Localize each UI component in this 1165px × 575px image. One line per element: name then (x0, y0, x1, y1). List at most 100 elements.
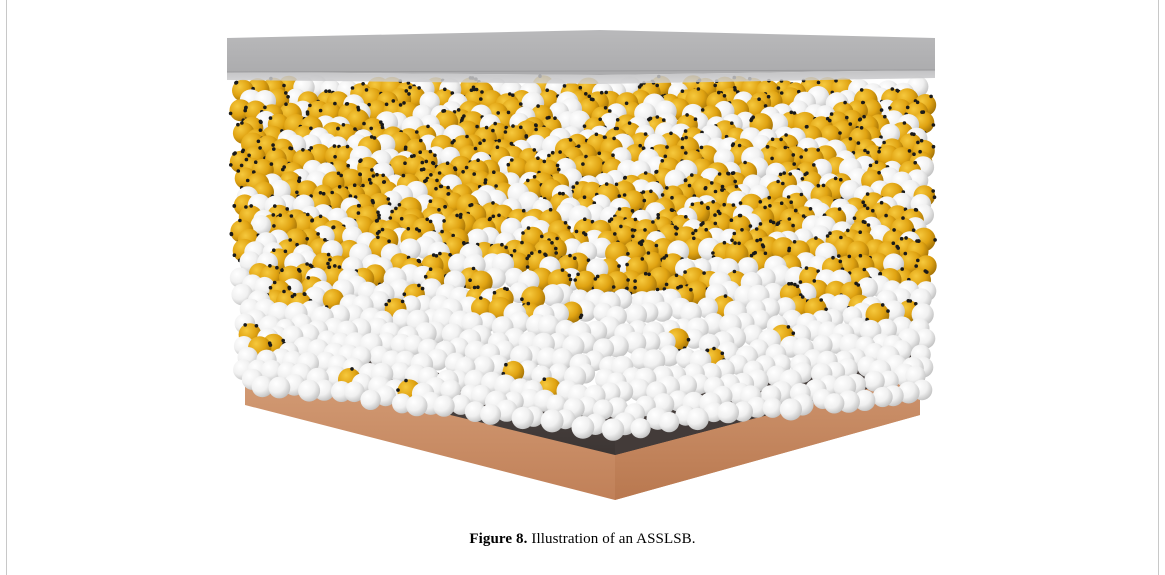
carbon-dot (524, 135, 529, 139)
carbon-dot (599, 90, 604, 95)
carbon-dot (455, 213, 459, 218)
electrolyte-particle (540, 409, 564, 433)
carbon-dot (641, 146, 646, 150)
carbon-dot (791, 153, 796, 157)
electrolyte-particle (864, 370, 885, 392)
carbon-dot (913, 160, 917, 165)
carbon-dot (722, 202, 726, 207)
carbon-dot (576, 144, 581, 148)
carbon-dot (504, 245, 508, 250)
electrolyte-particle (448, 253, 469, 275)
carbon-dot (474, 87, 479, 92)
electrolyte-particle (824, 393, 845, 414)
carbon-dot (643, 228, 647, 232)
carbon-dot (910, 132, 914, 136)
carbon-dot (754, 227, 759, 231)
carbon-dot (327, 265, 331, 270)
carbon-dot (327, 89, 332, 93)
carbon-dot (791, 223, 795, 228)
carbon-dot (611, 153, 615, 157)
carbon-dot (604, 182, 609, 186)
carbon-dot (362, 121, 366, 126)
carbon-dot (437, 171, 442, 175)
carbon-dot (308, 263, 313, 268)
carbon-dot (879, 200, 884, 205)
carbon-dot (568, 277, 573, 282)
carbon-dot (387, 239, 391, 243)
carbon-dot (792, 111, 797, 115)
carbon-dot (484, 125, 489, 130)
carbon-dot (665, 186, 669, 190)
carbon-dot (483, 178, 488, 182)
carbon-dot (856, 283, 861, 287)
carbon-dot (271, 143, 275, 147)
carbon-dot (352, 183, 357, 187)
carbon-dot (663, 154, 668, 159)
electrolyte-particle (268, 376, 291, 399)
carbon-dot (858, 117, 863, 121)
carbon-dot (816, 183, 821, 188)
carbon-dot (269, 162, 274, 166)
carbon-dot (804, 266, 809, 270)
electrolyte-particle (676, 375, 697, 396)
carbon-dot (583, 232, 588, 237)
carbon-dot (619, 224, 623, 229)
carbon-dot (684, 215, 688, 219)
carbon-dot (275, 265, 279, 270)
carbon-dot (545, 88, 549, 92)
carbon-dot (858, 253, 863, 258)
carbon-dot (442, 219, 446, 223)
carbon-dot (244, 205, 248, 209)
carbon-dot (845, 115, 849, 120)
carbon-dot (843, 100, 847, 105)
carbon-dot (396, 388, 400, 392)
carbon-dot (891, 241, 896, 245)
carbon-dot (483, 181, 488, 185)
carbon-dot (617, 264, 621, 268)
carbon-dot (649, 189, 653, 194)
electrolyte-particle (541, 284, 564, 307)
carbon-dot (460, 116, 465, 121)
carbon-dot (656, 213, 660, 217)
carbon-dot (336, 126, 340, 131)
carbon-dot (639, 242, 644, 247)
carbon-dot (286, 95, 290, 99)
carbon-dot (895, 88, 899, 93)
carbon-dot (372, 136, 377, 140)
carbon-dot (613, 232, 617, 236)
carbon-dot (284, 102, 288, 106)
carbon-dot (617, 207, 622, 211)
carbon-dot (557, 167, 561, 172)
top-plate (226, 30, 936, 84)
carbon-dot (622, 193, 627, 197)
carbon-dot (369, 126, 373, 131)
carbon-dot (856, 141, 861, 145)
carbon-dot (491, 128, 495, 133)
carbon-dot (310, 218, 314, 223)
carbon-dot (615, 118, 620, 122)
carbon-dot (376, 210, 380, 215)
carbon-dot (861, 200, 865, 204)
electrolyte-particle (686, 407, 709, 431)
carbon-dot (356, 211, 361, 215)
carbon-dot (918, 149, 922, 154)
carbon-dot (584, 154, 588, 159)
carbon-dot (654, 169, 659, 174)
carbon-dot (272, 248, 276, 252)
carbon-dot (787, 217, 792, 221)
carbon-dot (328, 258, 332, 262)
carbon-dot (476, 285, 480, 290)
carbon-dot (285, 207, 289, 211)
carbon-dot (655, 83, 659, 88)
carbon-dot (717, 172, 722, 176)
carbon-dot (691, 231, 695, 236)
carbon-dot (573, 256, 577, 260)
carbon-dot (228, 111, 233, 116)
carbon-dot (931, 144, 936, 149)
carbon-dot (520, 297, 524, 302)
carbon-dot (933, 238, 937, 242)
carbon-dot (630, 209, 635, 213)
carbon-dot (399, 216, 404, 221)
carbon-dot (550, 241, 554, 245)
carbon-dot (711, 251, 715, 255)
